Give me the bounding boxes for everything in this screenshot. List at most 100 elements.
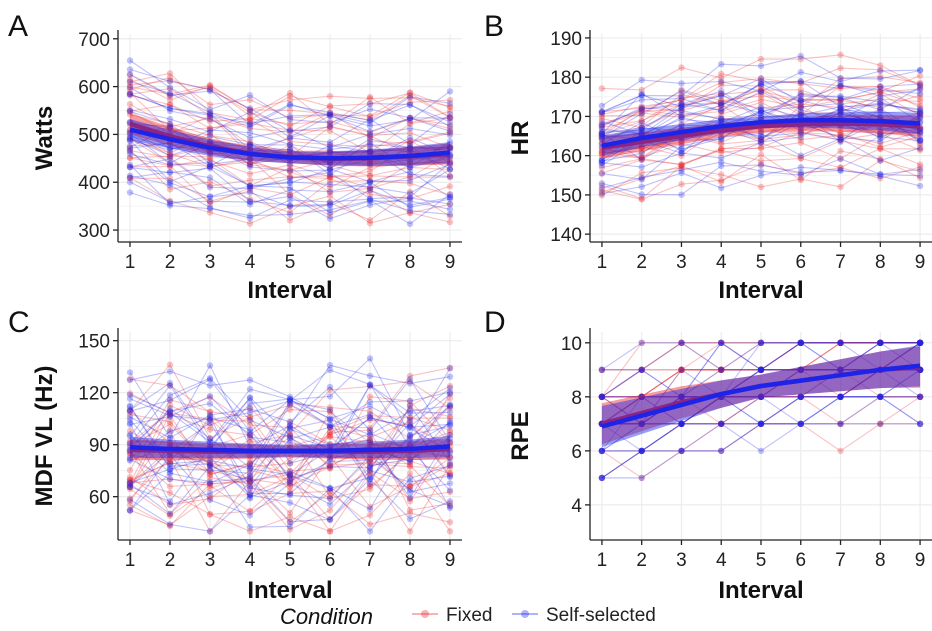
participant-point: [326, 142, 334, 149]
participant-point: [126, 484, 134, 491]
participant-point: [246, 477, 254, 484]
participant-point: [366, 528, 374, 535]
participant-point: [366, 112, 374, 120]
participant-point: [246, 105, 254, 112]
y-tick-label: 600: [78, 78, 110, 99]
legend-title: Condition: [280, 604, 373, 629]
participant-point: [166, 498, 174, 505]
participant-line: [129, 472, 451, 532]
participant-point: [286, 146, 294, 153]
participant-point: [638, 156, 645, 163]
participant-point: [718, 110, 725, 118]
participant-point: [206, 382, 214, 389]
participant-point: [638, 117, 645, 124]
participant-point: [206, 474, 214, 481]
participant-point: [757, 89, 765, 97]
participant-point: [166, 463, 174, 470]
participant-point: [446, 129, 454, 137]
participant-point: [757, 168, 765, 175]
participant-point: [326, 501, 334, 508]
participant-point: [126, 92, 134, 99]
participant-point: [446, 194, 454, 201]
participant-point: [406, 164, 414, 171]
participant-point: [246, 125, 254, 132]
participant-point: [837, 96, 844, 103]
participant-point: [638, 174, 645, 181]
participant-point: [246, 395, 254, 402]
y-tick-label: 60: [89, 488, 110, 509]
participant-point: [877, 339, 884, 346]
participant-point: [916, 420, 924, 427]
participant-line: [129, 191, 451, 225]
participant-point: [206, 482, 214, 489]
participant-point: [598, 108, 606, 115]
participant-point: [366, 462, 374, 469]
participant-point: [757, 366, 765, 373]
participant-point: [126, 481, 134, 489]
participant-point: [638, 366, 645, 373]
participant-point: [446, 431, 454, 439]
participant-point: [916, 129, 924, 136]
participant-point: [877, 339, 884, 346]
participant-point: [757, 129, 765, 136]
participant-line: [601, 80, 921, 138]
participant-point: [406, 515, 414, 523]
participant-point: [406, 158, 414, 165]
confidence-band: [601, 345, 921, 448]
participant-point: [678, 339, 685, 346]
participant-point: [757, 393, 765, 400]
participant-point: [916, 104, 924, 111]
participant-point: [916, 102, 924, 109]
participant-point: [678, 94, 685, 102]
participant-point: [366, 164, 374, 171]
y-axis-title: Watts: [31, 106, 58, 170]
participant-point: [406, 168, 414, 175]
participant-line: [129, 150, 451, 200]
participant-point: [366, 414, 374, 421]
participant-point: [126, 91, 134, 98]
participant-point: [366, 178, 374, 185]
participant-point: [246, 109, 254, 116]
participant-point: [366, 460, 374, 467]
participant-point: [718, 115, 725, 123]
participant-point: [366, 217, 374, 224]
participant-point: [126, 101, 134, 108]
participant-point: [757, 420, 765, 427]
participant-point: [366, 220, 374, 227]
participant-point: [598, 393, 606, 400]
participant-point: [446, 166, 454, 173]
participant-point: [446, 504, 454, 512]
participant-point: [366, 117, 374, 124]
participant-point: [246, 187, 254, 194]
participant-point: [678, 100, 685, 107]
participant-point: [166, 78, 174, 85]
participant-point: [678, 393, 685, 400]
participant-point: [246, 461, 254, 468]
participant-point: [757, 136, 765, 143]
participant-line: [129, 414, 451, 476]
participant-point: [406, 138, 414, 145]
participant-point: [126, 163, 134, 171]
participant-point: [638, 339, 645, 346]
participant-point: [246, 416, 254, 424]
participant-point: [598, 393, 606, 400]
participant-point: [126, 498, 134, 505]
participant-point: [757, 393, 765, 400]
participant-point: [638, 393, 645, 400]
participant-point: [757, 151, 765, 158]
participant-point: [797, 69, 804, 76]
participant-point: [406, 424, 414, 431]
participant-point: [406, 177, 414, 184]
participant-point: [916, 163, 924, 171]
participant-point: [678, 393, 685, 400]
participant-point: [598, 447, 606, 455]
participant-point: [718, 145, 725, 152]
participant-line: [601, 396, 921, 479]
participant-point: [126, 419, 134, 427]
participant-point: [678, 96, 685, 104]
participant-point: [406, 432, 414, 439]
participant-point: [797, 169, 804, 176]
participant-point: [166, 168, 174, 176]
participant-point: [406, 142, 414, 149]
participant-point: [638, 339, 645, 346]
